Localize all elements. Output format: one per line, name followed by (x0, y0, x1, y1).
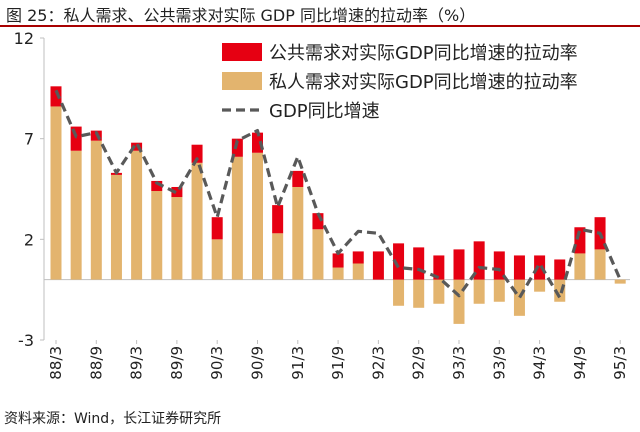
bar-private (252, 152, 263, 280)
bar-private (352, 263, 364, 280)
bar-public (272, 205, 284, 234)
bar-private (574, 253, 586, 280)
bar-private (90, 140, 102, 280)
bar-private (393, 279, 405, 306)
bar-public (554, 259, 566, 280)
x-tick-label: 93/9 (490, 346, 508, 380)
bar-public (231, 138, 243, 157)
x-tick-label: 91/3 (289, 346, 307, 380)
bar-private (493, 279, 505, 302)
bar-public (191, 144, 203, 163)
legend-label: 公共需求对实际GDP同比增速的拉动率 (269, 43, 578, 64)
x-tick-label: 94/3 (531, 346, 549, 380)
bar-private (513, 279, 525, 316)
bar-public (70, 126, 82, 151)
bar-private (534, 279, 546, 292)
y-tick-label: 12 (14, 29, 34, 48)
bar-private (231, 156, 243, 280)
bar-private (413, 279, 425, 308)
x-tick-label: 92/9 (410, 346, 428, 380)
title-rule (0, 25, 640, 27)
bar-public (252, 132, 263, 153)
y-tick-label: 2 (24, 230, 34, 249)
bar-public (211, 217, 223, 240)
bar-private (473, 279, 485, 304)
bar-private (131, 150, 143, 280)
bar-public (393, 243, 405, 280)
bar-private (171, 197, 183, 280)
bar-private (272, 233, 284, 280)
bar-private (151, 191, 163, 280)
bar-private (554, 279, 566, 302)
bar-public (413, 247, 425, 280)
bar-public (433, 255, 445, 280)
bar-public (453, 249, 465, 280)
bar-public (312, 213, 324, 230)
x-tick-label: 90/9 (249, 346, 267, 380)
bar-private (191, 162, 203, 280)
x-tick-label: 94/9 (571, 346, 589, 380)
source-note: 资料来源：Wind，长江证券研究所 (4, 411, 222, 427)
bar-public (513, 255, 525, 280)
bar-private (211, 239, 223, 280)
bar-private (50, 106, 62, 280)
y-tick-label: -3 (18, 331, 34, 350)
x-tick-label: 95/3 (611, 346, 629, 380)
x-tick-label: 91/9 (329, 346, 347, 380)
legend-swatch-private (222, 72, 262, 90)
y-tick-label: 7 (24, 130, 34, 149)
bar-public (171, 186, 183, 198)
bar-private (332, 267, 344, 280)
bar-private (594, 249, 606, 280)
x-tick-label: 93/3 (450, 346, 468, 380)
figure-title: 图 25：私人需求、公共需求对实际 GDP 同比增速的拉动率（%） (6, 6, 476, 25)
x-tick-label: 88/3 (47, 346, 65, 380)
legend-swatch-public (222, 43, 262, 61)
x-tick-label: 89/3 (128, 346, 146, 380)
bar-private (453, 279, 465, 324)
chart: -3 2 7 12 88/3 88/9 89/3 89/9 90/3 90/9 91/3 91/9 92… (14, 29, 630, 380)
legend-label: 私人需求对实际GDP同比增速的拉动率 (269, 72, 578, 93)
x-tick-label: 90/3 (208, 346, 226, 380)
bar-public (332, 253, 344, 268)
bar-private (312, 229, 324, 280)
x-tick-label: 88/9 (87, 346, 105, 380)
bar-public (574, 227, 586, 254)
x-tick-label: 89/9 (168, 346, 186, 380)
bar-public (493, 251, 505, 280)
bar-private (110, 174, 122, 280)
bar-public (473, 241, 485, 280)
bar-public (151, 180, 163, 192)
bar-private (433, 279, 445, 304)
legend-label: GDP同比增速 (269, 101, 380, 122)
bar-public (534, 255, 546, 280)
bar-public (352, 251, 364, 264)
bar-private (70, 150, 82, 280)
bar-private (292, 186, 304, 280)
x-tick-label: 92/3 (369, 346, 387, 380)
bar-public (131, 142, 143, 151)
bar-public (50, 86, 62, 107)
line-gdp (54, 89, 622, 300)
bar-public (292, 170, 304, 187)
bar-public (372, 251, 384, 280)
bar-private (614, 279, 626, 284)
